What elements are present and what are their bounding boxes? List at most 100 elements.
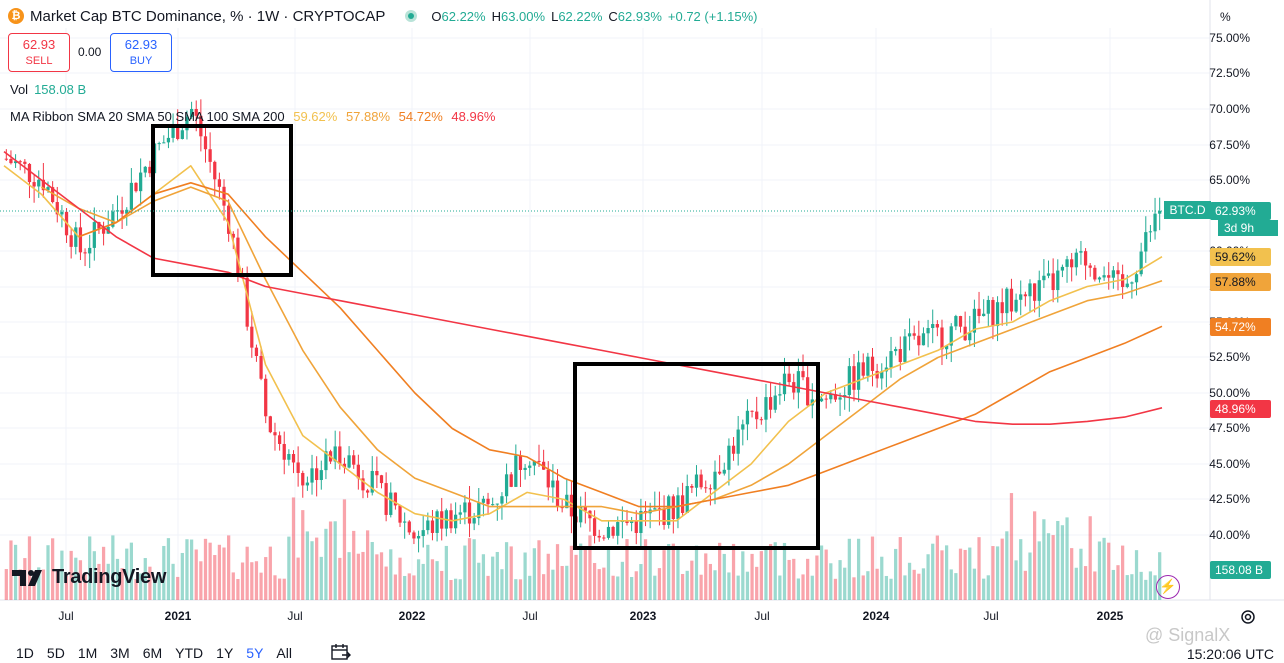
- candle-body: [13, 161, 18, 164]
- volume-bar: [634, 571, 638, 600]
- candle-body: [889, 351, 893, 368]
- price-axis-unit[interactable]: %: [1220, 10, 1231, 24]
- buy-button[interactable]: 62.93 BUY: [110, 33, 172, 72]
- candle-body: [139, 172, 143, 192]
- volume-bar: [69, 550, 73, 600]
- market-status-icon[interactable]: [405, 10, 418, 22]
- volume-bar: [64, 575, 69, 600]
- range-button-5y[interactable]: 5Y: [246, 645, 264, 661]
- price-badge: 57.88%: [1210, 273, 1271, 291]
- volume-bar: [41, 569, 45, 600]
- price-badge: 158.08 B: [1210, 561, 1271, 579]
- volume-bar: [365, 530, 370, 600]
- candle-body: [1125, 283, 1129, 287]
- volume-bar: [514, 579, 518, 600]
- volume-bar: [148, 566, 152, 600]
- candle-body: [370, 470, 374, 493]
- volume-bar: [995, 546, 1000, 600]
- volume-bar: [676, 549, 680, 600]
- candle-body: [685, 486, 689, 513]
- volume-bar: [504, 542, 509, 600]
- volume-bar: [403, 575, 407, 600]
- candle-body: [912, 333, 916, 336]
- volume-bar: [259, 572, 263, 600]
- volume-bar: [912, 569, 916, 600]
- volume-bar: [495, 551, 499, 600]
- candle-body: [597, 535, 601, 538]
- range-button-1m[interactable]: 1M: [77, 645, 98, 661]
- volume-bar: [907, 562, 912, 600]
- range-button-5d[interactable]: 5D: [46, 645, 65, 661]
- utc-clock[interactable]: 15:20:06 UTC: [1186, 646, 1274, 662]
- range-button-1d[interactable]: 1D: [16, 645, 34, 661]
- candle-body: [430, 520, 435, 533]
- ma-ribbon-legend[interactable]: MA Ribbon SMA 20 SMA 50 SMA 100 SMA 200 …: [10, 109, 500, 124]
- volume-bar: [1107, 542, 1111, 600]
- candle-body: [931, 324, 935, 329]
- candle-body: [745, 410, 750, 425]
- candle-body: [944, 345, 949, 350]
- ma-line: [41, 186, 1163, 515]
- volume-bar: [92, 551, 96, 600]
- volume-bar: [370, 541, 374, 600]
- volume-legend[interactable]: Vol 158.08 B: [10, 82, 86, 97]
- sell-button[interactable]: 62.93 SELL: [8, 33, 70, 72]
- annotation-boxes[interactable]: [151, 124, 820, 550]
- candle-body: [555, 480, 560, 507]
- volume-bar: [625, 539, 629, 600]
- candle-body: [546, 469, 550, 488]
- price-tick: 40.00%: [1209, 528, 1250, 542]
- volume-bar: [1070, 548, 1074, 600]
- volume-bar: [708, 563, 713, 600]
- candle-body: [315, 468, 319, 481]
- volume-bar: [1111, 569, 1115, 600]
- candle-body: [467, 502, 472, 524]
- range-button-3m[interactable]: 3M: [110, 645, 130, 661]
- candle-body: [222, 186, 226, 206]
- range-button-1y[interactable]: 1Y: [216, 645, 234, 661]
- lightning-icon[interactable]: ⚡: [1156, 575, 1180, 599]
- tradingview-logo[interactable]: TradingView: [12, 566, 166, 589]
- candle-body: [125, 209, 129, 214]
- candle-body: [866, 356, 870, 376]
- range-button-all[interactable]: All: [276, 645, 292, 661]
- calendar-range-icon[interactable]: [331, 643, 351, 661]
- volume-bar: [491, 556, 495, 600]
- candle-body: [819, 398, 824, 402]
- price-badge: 48.96%: [1210, 400, 1271, 418]
- settings-gear-icon[interactable]: [1239, 608, 1257, 626]
- volume-bar: [74, 557, 78, 600]
- candle-body: [46, 187, 50, 191]
- candle-body: [435, 511, 439, 533]
- price-badge: 59.62%: [1210, 248, 1271, 266]
- volume-bar: [880, 556, 884, 600]
- candle-body: [189, 108, 194, 118]
- candle-body: [352, 455, 356, 465]
- volume-bar: [1097, 541, 1102, 600]
- volume-bar: [1130, 574, 1134, 600]
- volume-bar: [97, 563, 101, 600]
- volume-bar: [597, 569, 601, 600]
- candle-body: [403, 521, 407, 523]
- annotation-box: [151, 124, 293, 277]
- candle-body: [463, 502, 467, 513]
- volume-bar: [1134, 550, 1139, 600]
- volume-bar: [1005, 531, 1009, 600]
- candle-body: [1005, 288, 1009, 314]
- range-button-6m[interactable]: 6M: [142, 645, 163, 661]
- volume-bar: [1158, 552, 1162, 600]
- candle-body: [203, 136, 208, 150]
- candle-body: [481, 498, 486, 503]
- sell-price: 62.93: [22, 37, 56, 52]
- candle-body: [1046, 273, 1051, 276]
- chart-title[interactable]: Market Cap BTC Dominance, % · 1W · CRYPT…: [30, 7, 386, 25]
- candle-body: [166, 137, 171, 143]
- annotation-box: [573, 362, 820, 550]
- range-button-ytd[interactable]: YTD: [175, 645, 204, 661]
- candle-body: [1060, 266, 1065, 271]
- volume-bar: [1051, 535, 1055, 600]
- volume-bar: [750, 553, 754, 600]
- volume-bar: [1032, 511, 1037, 600]
